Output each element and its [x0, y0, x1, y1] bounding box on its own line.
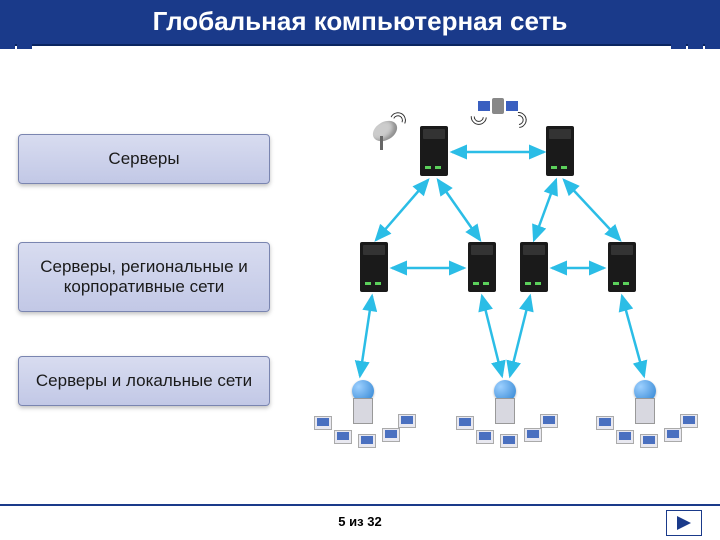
- header-stripe: [0, 44, 720, 68]
- tier-label-local: Серверы и локальные сети: [18, 356, 270, 406]
- tier-label-text: Серверы: [108, 149, 179, 168]
- slide-footer: 5 из 32: [0, 504, 720, 540]
- lan-cluster-icon: [590, 372, 700, 452]
- signal-waves-icon: [510, 108, 535, 133]
- signal-waves-icon: [464, 108, 489, 133]
- page-current: 5: [338, 514, 345, 529]
- page-total: 32: [367, 514, 381, 529]
- server-icon: [420, 126, 448, 176]
- lan-cluster-icon: [308, 372, 418, 452]
- next-slide-button[interactable]: [666, 510, 702, 536]
- server-icon: [608, 242, 636, 292]
- play-icon: [675, 515, 693, 531]
- tier-label-text: Серверы и локальные сети: [36, 371, 252, 390]
- server-icon: [546, 126, 574, 176]
- tier-label-servers: Серверы: [18, 134, 270, 184]
- slide-header: Глобальная компьютерная сеть: [0, 0, 720, 68]
- slide-title: Глобальная компьютерная сеть: [0, 0, 720, 37]
- server-icon: [520, 242, 548, 292]
- lan-cluster-icon: [450, 372, 560, 452]
- server-icon: [360, 242, 388, 292]
- signal-waves-icon: [389, 105, 412, 128]
- page-counter: 5 из 32: [338, 514, 381, 529]
- tier-label-regional: Серверы, региональные и корпоративные се…: [18, 242, 270, 312]
- server-icon: [468, 242, 496, 292]
- page-sep: из: [349, 514, 363, 529]
- tier-label-text: Серверы, региональные и корпоративные се…: [40, 257, 248, 296]
- network-diagram: [300, 90, 710, 480]
